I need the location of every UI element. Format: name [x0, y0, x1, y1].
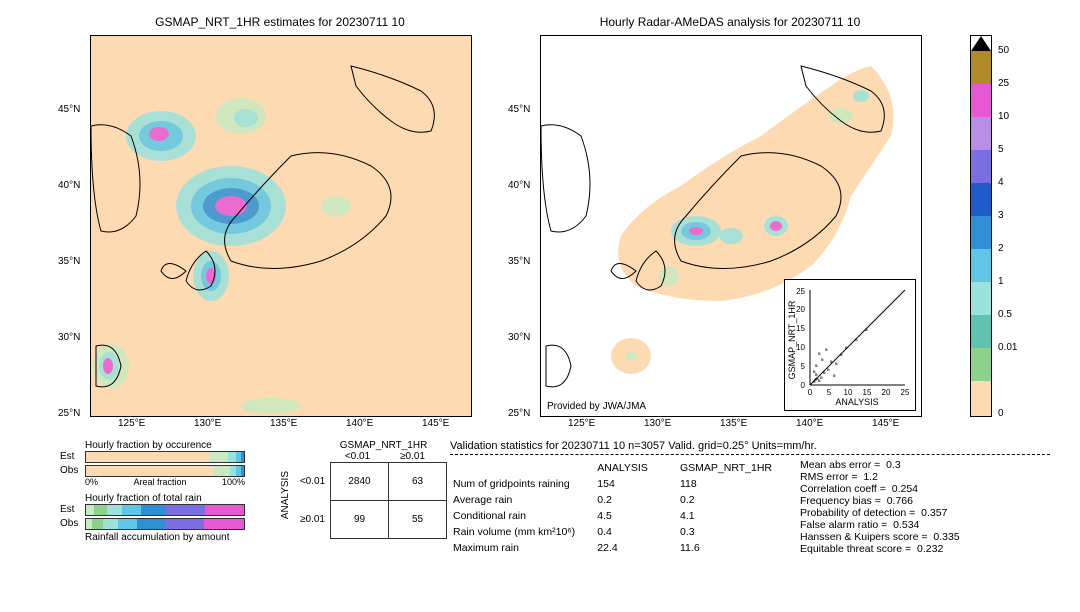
svg-text:10: 10 — [844, 388, 853, 397]
svg-text:25: 25 — [901, 388, 910, 397]
left-map-title: GSMAP_NRT_1HR estimates for 20230711 10 — [90, 15, 470, 29]
validation-scores: Mean abs error = 0.3 RMS error = 1.2 Cor… — [800, 459, 960, 557]
contingency-table: GSMAP_NRT_1HR ANALYSIS <0.01 ≥0.01 <0.01… — [280, 440, 447, 539]
fraction-block: Hourly fraction by occurence Est Obs 0% … — [85, 440, 245, 543]
svg-text:15: 15 — [796, 324, 805, 333]
colorbar: 50 25 10 5 4 3 2 1 0.5 0.01 0 — [970, 35, 1030, 415]
frac-footer: Rainfall accumulation by amount — [85, 532, 245, 543]
obs-rain-bar — [85, 518, 245, 530]
svg-text:25: 25 — [796, 287, 805, 296]
left-map — [90, 35, 472, 417]
svg-text:0: 0 — [808, 388, 813, 397]
scatter-inset: ANALYSIS GSMAP_NRT_1HR 0 5 10 15 20 25 0… — [784, 279, 916, 411]
est-rain-bar — [85, 504, 245, 516]
obs-occ-bar — [85, 465, 245, 477]
left-map-svg — [91, 36, 471, 416]
radar-halo — [618, 66, 893, 301]
right-map-title: Hourly Radar-AMeDAS analysis for 2023071… — [540, 15, 920, 29]
svg-text:20: 20 — [796, 305, 805, 314]
frac-title-2: Hourly fraction of total rain — [85, 493, 245, 504]
precip-blobs-left — [93, 98, 351, 414]
right-map: Provided by JWA/JMA ANALYSIS GSMAP_NRT_1… — [540, 35, 922, 417]
svg-text:10: 10 — [796, 343, 805, 352]
validation-left-table: ANALYSIS GSMAP_NRT_1HR Num of gridpoints… — [450, 459, 790, 557]
svg-text:0: 0 — [801, 381, 806, 390]
scatter-xlabel: ANALYSIS — [835, 397, 878, 407]
scatter-svg: ANALYSIS GSMAP_NRT_1HR 0 5 10 15 20 25 0… — [785, 280, 915, 410]
colorbar-svg — [970, 35, 992, 417]
frac-title-1: Hourly fraction by occurence — [85, 440, 245, 451]
validation-stats: Validation statistics for 20230711 10 n=… — [450, 440, 1050, 557]
svg-text:15: 15 — [863, 388, 872, 397]
svg-text:5: 5 — [827, 388, 832, 397]
figure-root: GSMAP_NRT_1HR estimates for 20230711 10 — [10, 10, 1070, 602]
validation-title: Validation statistics for 20230711 10 n=… — [450, 440, 1050, 455]
svg-text:5: 5 — [801, 362, 806, 371]
provider-label: Provided by JWA/JMA — [547, 401, 646, 412]
svg-text:20: 20 — [882, 388, 891, 397]
est-occ-bar — [85, 451, 245, 463]
